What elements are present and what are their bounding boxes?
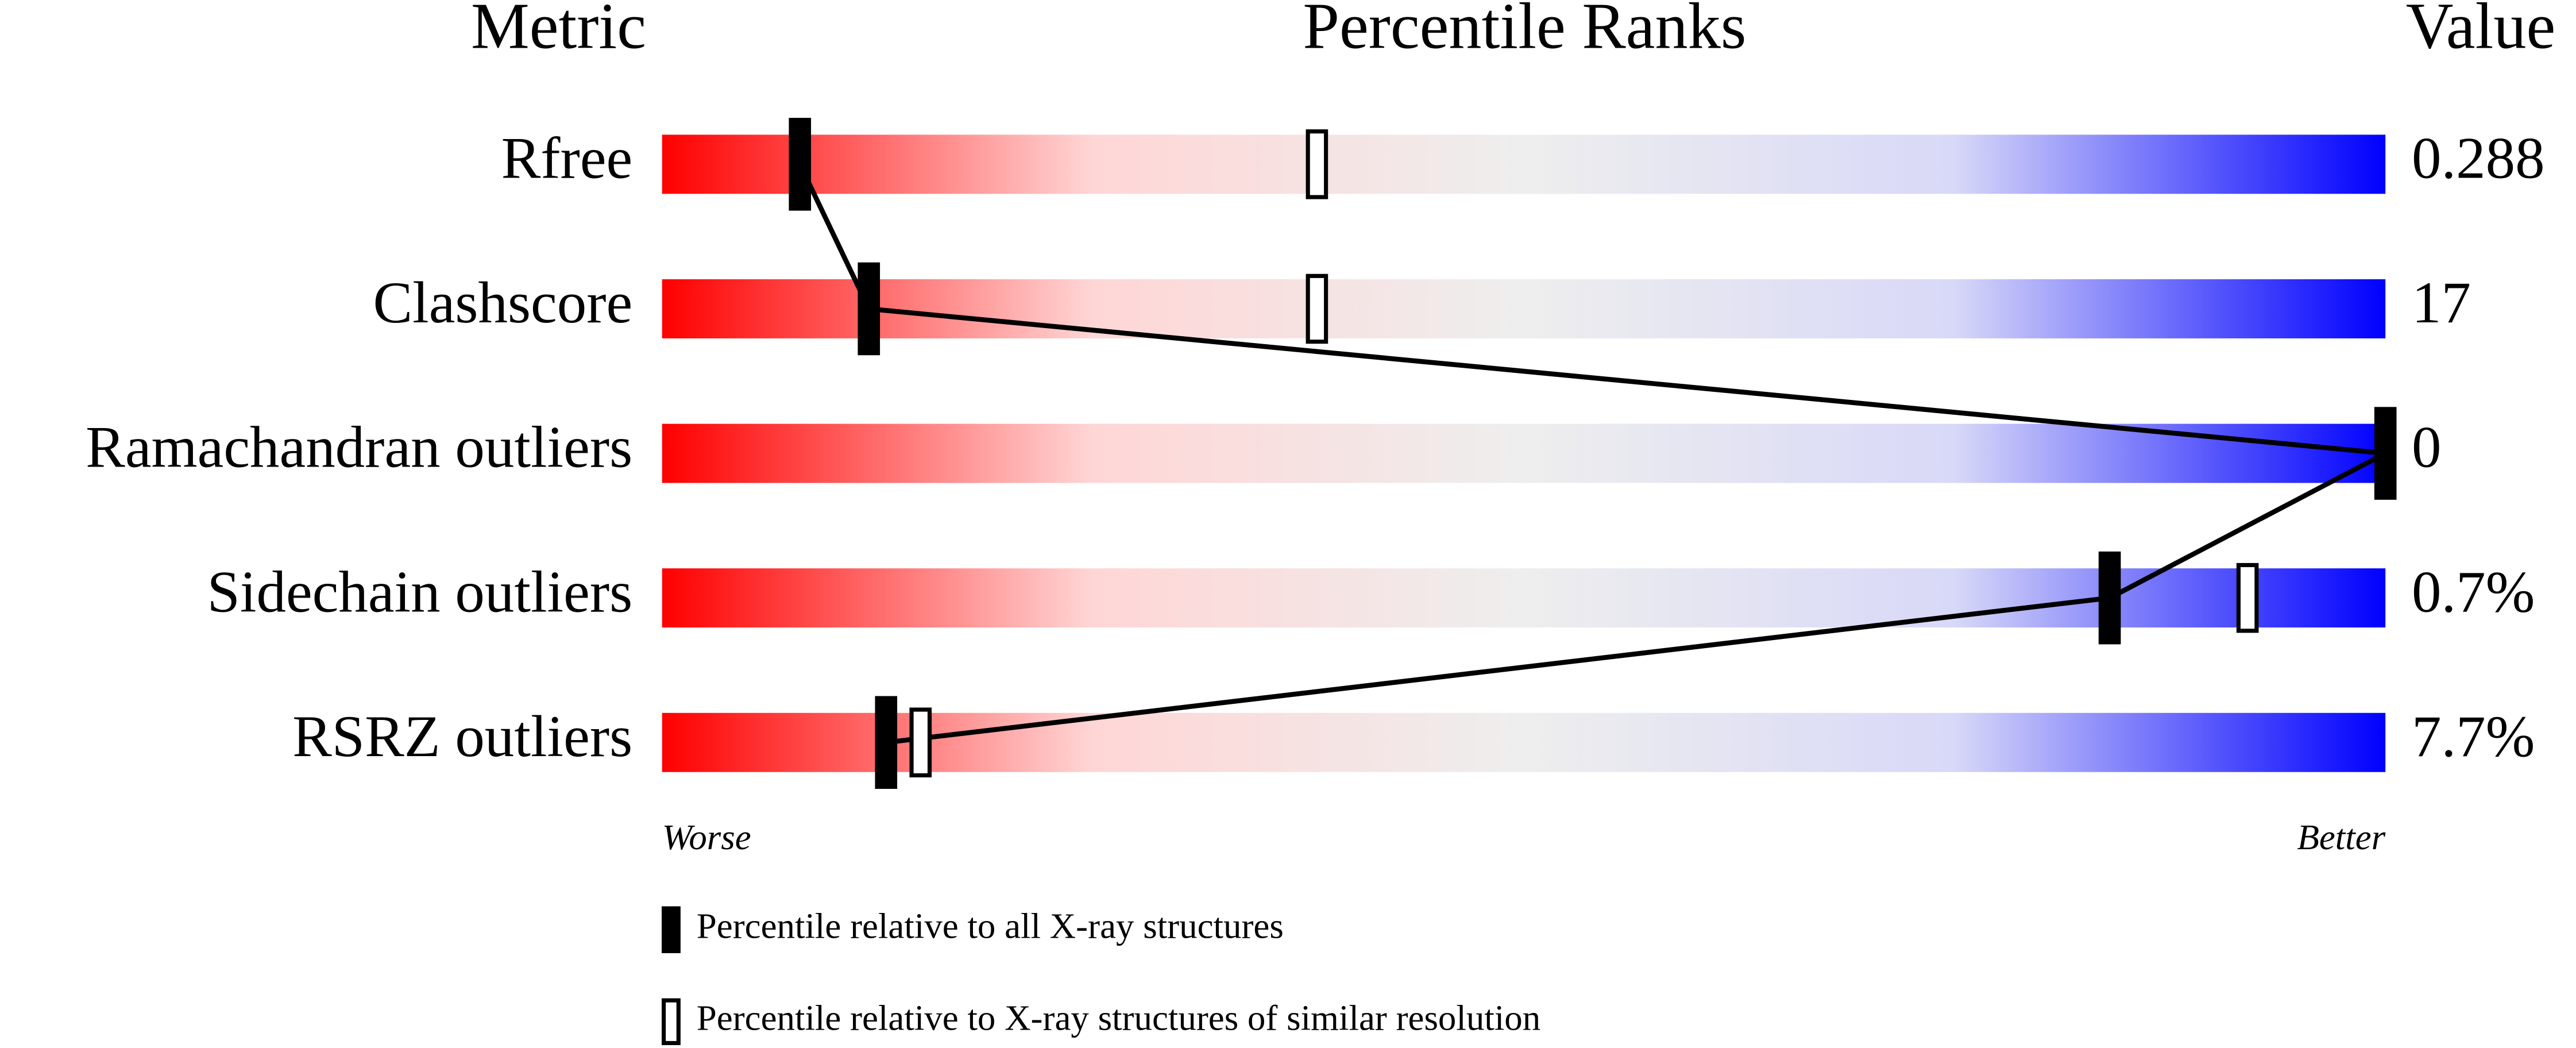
metric-value: 0.7% xyxy=(2412,559,2535,625)
legend-swatch xyxy=(661,906,681,953)
header-percentile: Percentile Ranks xyxy=(1303,0,1746,62)
percentile-marker-similar xyxy=(2236,562,2259,633)
percentile-marker-all xyxy=(858,262,880,356)
metric-label: Ramachandran outliers xyxy=(86,415,632,480)
metric-label: Clashscore xyxy=(373,270,632,336)
percentile-bar xyxy=(662,279,2386,338)
percentile-marker-all xyxy=(789,118,812,211)
percentile-marker-similar xyxy=(909,707,932,777)
header-metric: Metric xyxy=(471,0,646,62)
metric-label: RSRZ outliers xyxy=(292,704,632,769)
better-label: Better xyxy=(2297,817,2385,857)
percentile-marker-all xyxy=(875,696,898,789)
legend-entry: Percentile relative to X-ray structures … xyxy=(697,998,1540,1038)
worse-label: Worse xyxy=(662,817,751,857)
percentile-marker-all xyxy=(2374,407,2397,500)
metric-label: Rfree xyxy=(501,126,633,191)
metric-value: 7.7% xyxy=(2412,704,2535,769)
percentile-bar xyxy=(662,712,2386,772)
legend-entry: Percentile relative to all X-ray structu… xyxy=(697,906,1284,946)
header-value: Value xyxy=(2406,0,2555,62)
metric-value: 0.288 xyxy=(2412,126,2545,191)
percentile-bar xyxy=(662,134,2386,194)
metric-label: Sidechain outliers xyxy=(207,559,633,625)
percentile-bar xyxy=(662,568,2386,628)
percentile-marker-similar xyxy=(1306,273,1328,344)
metric-value: 0 xyxy=(2412,415,2441,480)
legend-swatch xyxy=(661,998,681,1045)
percentile-marker-all xyxy=(2098,551,2121,645)
percentile-marker-similar xyxy=(1306,129,1328,199)
percentile-bar xyxy=(662,423,2386,483)
metric-value: 17 xyxy=(2412,270,2471,336)
